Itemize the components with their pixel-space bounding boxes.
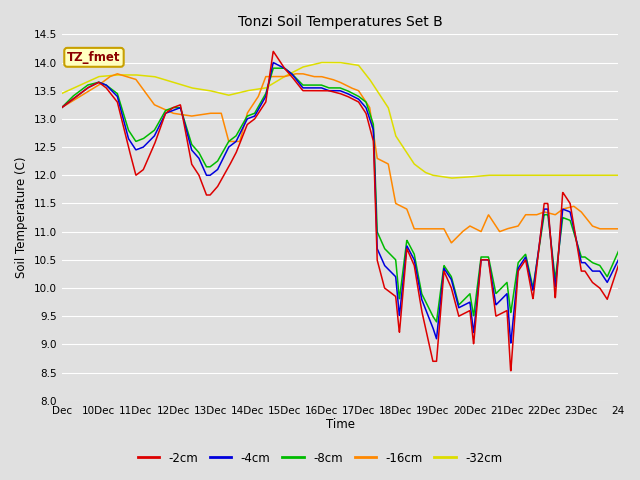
Text: TZ_fmet: TZ_fmet <box>67 51 121 64</box>
Legend: -2cm, -4cm, -8cm, -16cm, -32cm: -2cm, -4cm, -8cm, -16cm, -32cm <box>133 447 507 469</box>
Y-axis label: Soil Temperature (C): Soil Temperature (C) <box>15 157 28 278</box>
Title: Tonzi Soil Temperatures Set B: Tonzi Soil Temperatures Set B <box>237 15 442 29</box>
X-axis label: Time: Time <box>326 419 355 432</box>
